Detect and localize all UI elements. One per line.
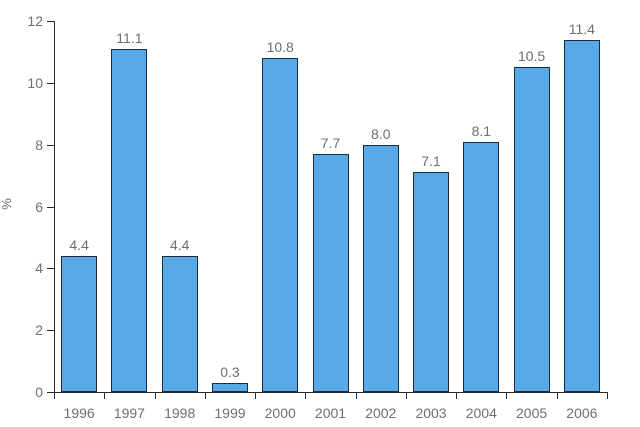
x-tick-label: 2004	[465, 405, 497, 421]
y-tick-label: 6	[35, 198, 43, 215]
bar-1998	[161, 255, 198, 392]
x-tick	[154, 392, 156, 399]
x-tick-label: 1996	[63, 405, 95, 421]
bar-value-label: 4.4	[169, 236, 190, 253]
bar-2001	[312, 153, 349, 392]
bar-2000	[262, 58, 299, 392]
x-tick	[54, 392, 55, 399]
x-tick	[204, 392, 206, 399]
x-tick-label: 2003	[415, 405, 447, 421]
y-tick-label: 0	[35, 384, 43, 400]
y-tick	[47, 330, 54, 332]
x-tick-label: 2000	[264, 405, 296, 421]
bar-1997	[111, 48, 148, 392]
bar-value-label: 11.4	[568, 20, 595, 37]
x-tick	[556, 392, 558, 399]
x-tick	[305, 392, 307, 399]
x-tick	[405, 392, 407, 399]
bar-2002	[362, 144, 399, 392]
bar-value-label: 8.1	[471, 122, 492, 139]
y-tick-label: 12	[27, 13, 43, 29]
bar-value-label: 10.5	[517, 48, 546, 65]
y-tick	[47, 82, 54, 84]
x-tick	[607, 392, 608, 399]
y-tick-label: 2	[35, 322, 43, 339]
y-axis-line	[54, 21, 55, 393]
bar-value-label: 0.3	[220, 363, 240, 380]
x-tick	[255, 392, 257, 399]
bar-value-label: 8.0	[371, 125, 391, 142]
bar-value-label: 10.8	[266, 39, 294, 56]
x-tick-label: 2005	[516, 405, 548, 421]
bar-value-label: 4.4	[69, 236, 89, 253]
x-tick-label: 1999	[214, 405, 246, 421]
bar-2004	[463, 141, 500, 392]
bar-1996	[61, 255, 98, 392]
x-tick	[456, 392, 458, 399]
x-tick-label: 2006	[566, 405, 598, 421]
bar-value-label: 11.1	[116, 29, 143, 46]
bar-2003	[413, 172, 450, 392]
y-tick	[47, 268, 54, 270]
y-tick	[47, 144, 54, 146]
x-tick	[104, 392, 106, 399]
x-tick	[355, 392, 357, 399]
x-tick-label: 2002	[365, 405, 397, 421]
y-tick-label: 10	[27, 74, 43, 91]
x-tick	[506, 392, 508, 399]
bar-2006	[563, 39, 600, 392]
bar-1999	[211, 382, 248, 392]
x-tick-label: 2001	[314, 405, 347, 421]
bar-value-label: 7.1	[421, 153, 441, 170]
y-tick-label: 8	[35, 136, 43, 153]
y-tick	[47, 392, 54, 393]
x-tick-label: 1997	[113, 405, 145, 421]
y-axis-title: %	[0, 198, 14, 210]
bar-2005	[513, 67, 550, 392]
y-tick	[47, 21, 54, 22]
bar-value-label: 7.7	[320, 134, 341, 151]
y-tick	[47, 206, 54, 208]
y-tick-label: 4	[35, 260, 43, 277]
x-axis-line	[54, 392, 608, 393]
x-tick-label: 1998	[164, 405, 196, 421]
